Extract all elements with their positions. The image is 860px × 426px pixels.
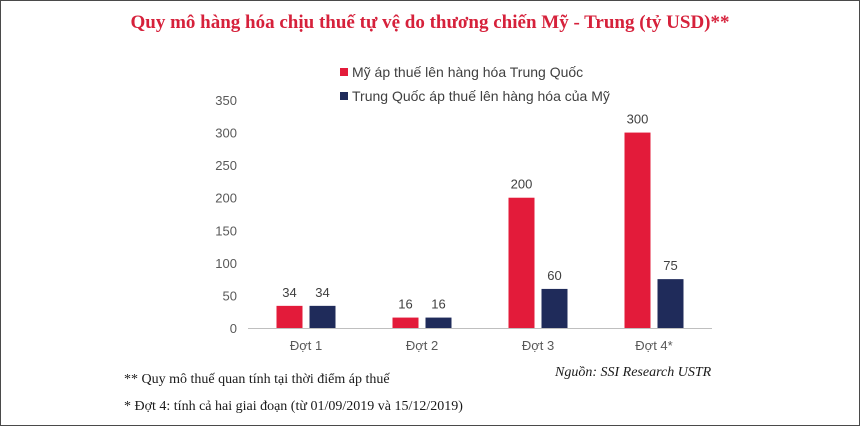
- data-label-series1-1: 34: [282, 285, 296, 300]
- data-label-series2-4: 75: [663, 258, 677, 273]
- bar-series1-3: [508, 197, 535, 328]
- data-label-series1-3: 200: [511, 177, 533, 192]
- data-label-series2-2: 16: [431, 297, 445, 312]
- legend-label-1: Mỹ áp thuế lên hàng hóa Trung Quốc: [352, 64, 583, 80]
- y-tick-label-2: 100: [215, 256, 237, 271]
- y-tick-label-6: 300: [215, 126, 237, 141]
- x-tick-label-4: Đợt 4*: [635, 338, 672, 353]
- x-tick-label-2: Đợt 2: [406, 338, 438, 353]
- bar-series2-1: [309, 305, 336, 328]
- legend: Mỹ áp thuế lên hàng hóa Trung Quốc Trung …: [340, 64, 610, 104]
- x-tick-label-3: Đợt 3: [522, 338, 554, 353]
- legend-swatch-1: [340, 68, 348, 76]
- chart-title: Quy mô hàng hóa chịu thuế tự vệ do thươn…: [130, 12, 730, 33]
- footnote-2: * Đợt 4: tính cả hai giai đoạn (từ 01/09…: [124, 399, 463, 414]
- data-label-series2-1: 34: [315, 285, 329, 300]
- legend-label-2: Trung Quốc áp thuế lên hàng hóa của Mỹ: [352, 88, 610, 104]
- y-tick-label-3: 150: [215, 223, 237, 238]
- data-label-series1-4: 300: [627, 112, 649, 127]
- footnote-1: ** Quy mô thuế quan tính tại thời điểm á…: [124, 372, 390, 387]
- bar-series2-2: [425, 317, 452, 328]
- y-tick-label-1: 50: [223, 288, 237, 303]
- data-label-series1-2: 16: [398, 297, 412, 312]
- legend-swatch-2: [340, 92, 348, 100]
- x-axis: Đợt 1 Đợt 2 Đợt 3 Đợt 4*: [248, 328, 712, 353]
- source-note: Nguồn: SSI Research USTR: [555, 365, 712, 380]
- y-tick-label-4: 200: [215, 191, 237, 206]
- y-tick-label-0: 0: [230, 321, 237, 336]
- bars: 34 34 16 16 200 60 300 75: [276, 112, 684, 328]
- data-label-series2-3: 60: [547, 268, 561, 283]
- y-axis: 0 50 100 150 200 250 300 350: [215, 93, 237, 336]
- bar-series1-2: [392, 317, 419, 328]
- bar-series1-1: [276, 305, 303, 328]
- bar-series2-3: [541, 288, 568, 328]
- bar-series1-4: [624, 132, 651, 328]
- y-tick-label-5: 250: [215, 158, 237, 173]
- y-tick-label-7: 350: [215, 93, 237, 108]
- bar-series2-4: [657, 279, 684, 328]
- x-tick-label-1: Đợt 1: [290, 338, 322, 353]
